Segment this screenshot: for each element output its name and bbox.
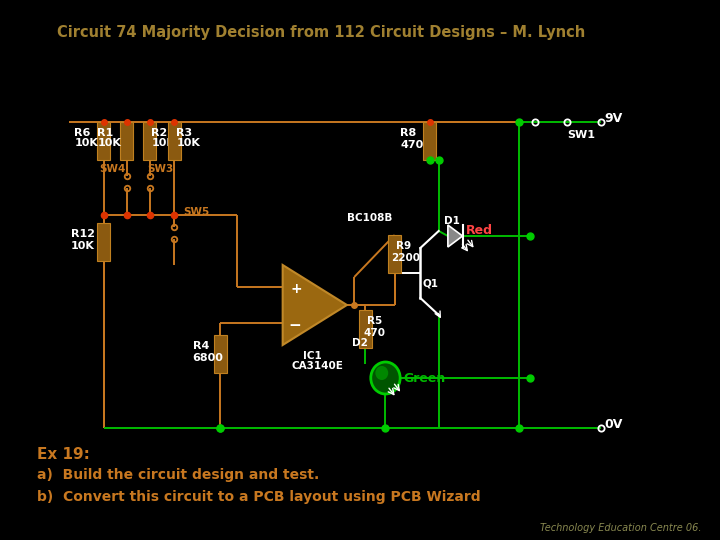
Text: SW5: SW5 <box>184 207 210 217</box>
Bar <box>120 122 133 160</box>
Bar <box>97 223 110 261</box>
Text: 10K: 10K <box>74 138 98 148</box>
Circle shape <box>371 362 400 394</box>
Bar <box>214 335 227 373</box>
Text: BC108B: BC108B <box>347 213 392 223</box>
Bar <box>97 122 110 160</box>
Text: Technology Education Centre 06.: Technology Education Centre 06. <box>540 523 701 533</box>
Text: b)  Convert this circuit to a PCB layout using PCB Wizard: b) Convert this circuit to a PCB layout … <box>37 490 480 504</box>
Text: Circuit 74 Majority Decision from 112 Circuit Designs – M. Lynch: Circuit 74 Majority Decision from 112 Ci… <box>57 25 585 40</box>
Text: +: + <box>290 282 302 296</box>
Text: 6800: 6800 <box>193 353 224 363</box>
Text: CA3140E: CA3140E <box>292 361 343 371</box>
Circle shape <box>375 366 388 380</box>
Text: R8: R8 <box>400 128 416 138</box>
Text: R9: R9 <box>397 241 412 251</box>
Text: R12: R12 <box>71 229 94 239</box>
Text: 10K: 10K <box>176 138 200 148</box>
Bar <box>423 122 436 160</box>
Text: 470: 470 <box>400 140 423 150</box>
Text: D1: D1 <box>444 216 460 226</box>
Text: Green: Green <box>404 372 446 385</box>
Text: 0V: 0V <box>604 417 622 430</box>
Text: 9V: 9V <box>604 111 622 125</box>
Bar <box>388 235 401 273</box>
Bar <box>168 122 181 160</box>
Text: R2: R2 <box>151 128 168 138</box>
Text: R1: R1 <box>97 128 114 138</box>
Text: −: − <box>288 319 301 334</box>
Text: Q1: Q1 <box>422 278 438 288</box>
Text: SW1: SW1 <box>567 130 595 140</box>
Text: Red: Red <box>467 224 493 237</box>
Text: SW3: SW3 <box>147 164 173 174</box>
Text: 10K: 10K <box>97 138 121 148</box>
Polygon shape <box>283 265 347 345</box>
Text: R5: R5 <box>367 316 382 326</box>
Text: D2: D2 <box>352 338 369 348</box>
Text: IC1: IC1 <box>303 351 322 361</box>
Text: 2200: 2200 <box>391 253 420 263</box>
Polygon shape <box>448 225 462 247</box>
Text: R6: R6 <box>74 128 91 138</box>
Text: R4: R4 <box>193 341 209 351</box>
Text: a)  Build the circuit design and test.: a) Build the circuit design and test. <box>37 468 319 482</box>
Text: R3: R3 <box>176 128 192 138</box>
Bar <box>143 122 156 160</box>
Text: Ex 19:: Ex 19: <box>37 447 89 462</box>
Text: SW4: SW4 <box>99 164 125 174</box>
Text: 10K: 10K <box>71 241 94 251</box>
Bar <box>359 310 372 348</box>
Text: 10K: 10K <box>151 138 175 148</box>
Text: 470: 470 <box>364 328 385 338</box>
